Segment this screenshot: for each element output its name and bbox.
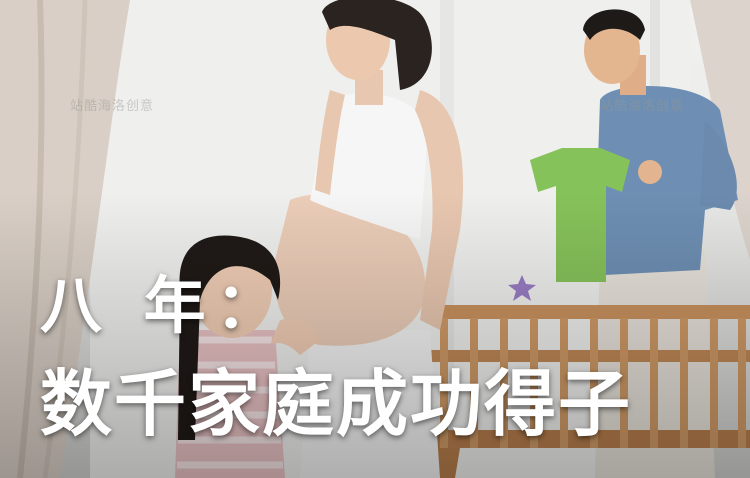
wooden-crib [420, 305, 750, 478]
star-ornament [508, 275, 536, 301]
watermark: 站酷海洛创意 [70, 99, 155, 114]
girl [175, 235, 320, 478]
watermark: 站酷海洛创意 [600, 99, 685, 114]
green-baby-shirt [530, 148, 630, 282]
pregnant-woman [274, 0, 464, 478]
headline-line-1: 八 年： [40, 269, 288, 342]
headline-line-2: 数千家庭成功得子 [40, 362, 633, 446]
